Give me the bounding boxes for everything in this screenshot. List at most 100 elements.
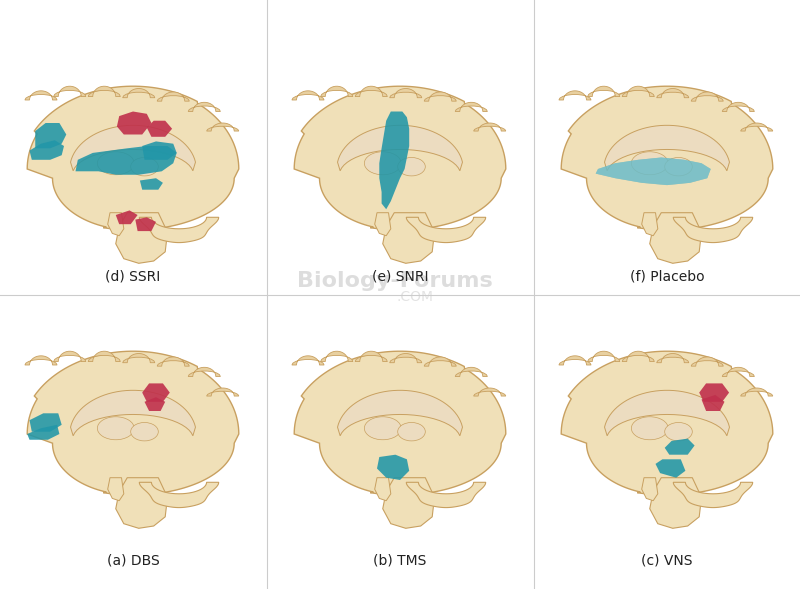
Polygon shape xyxy=(650,478,702,528)
Polygon shape xyxy=(25,91,57,100)
Polygon shape xyxy=(157,357,190,366)
Polygon shape xyxy=(642,213,658,236)
Text: (e) SNRI: (e) SNRI xyxy=(372,270,428,284)
Polygon shape xyxy=(147,121,172,137)
Polygon shape xyxy=(355,351,387,362)
Ellipse shape xyxy=(398,422,426,441)
Polygon shape xyxy=(562,351,773,495)
Polygon shape xyxy=(206,388,238,396)
Polygon shape xyxy=(741,123,773,131)
Polygon shape xyxy=(142,383,170,402)
Polygon shape xyxy=(30,140,64,160)
Polygon shape xyxy=(338,125,462,171)
Polygon shape xyxy=(622,86,654,97)
Polygon shape xyxy=(674,482,753,508)
Text: (b) TMS: (b) TMS xyxy=(374,553,426,567)
Polygon shape xyxy=(605,391,730,436)
Polygon shape xyxy=(70,391,195,436)
Polygon shape xyxy=(135,217,156,231)
Polygon shape xyxy=(145,397,165,411)
Polygon shape xyxy=(117,111,151,134)
Polygon shape xyxy=(642,478,658,501)
Polygon shape xyxy=(54,86,86,97)
Polygon shape xyxy=(657,353,689,363)
Polygon shape xyxy=(722,368,754,376)
Polygon shape xyxy=(674,217,753,243)
Ellipse shape xyxy=(631,417,668,440)
Polygon shape xyxy=(188,368,221,376)
Polygon shape xyxy=(588,86,620,97)
Ellipse shape xyxy=(665,157,692,176)
Polygon shape xyxy=(596,157,710,185)
Polygon shape xyxy=(382,478,434,528)
Polygon shape xyxy=(292,356,324,365)
Polygon shape xyxy=(474,123,506,131)
Ellipse shape xyxy=(398,157,426,176)
Polygon shape xyxy=(75,146,177,175)
Ellipse shape xyxy=(130,422,158,441)
Polygon shape xyxy=(140,178,163,190)
Polygon shape xyxy=(25,356,57,365)
Polygon shape xyxy=(108,213,124,236)
Polygon shape xyxy=(116,478,167,528)
Polygon shape xyxy=(562,86,773,230)
Polygon shape xyxy=(108,478,124,501)
Polygon shape xyxy=(35,123,66,148)
Polygon shape xyxy=(374,213,391,236)
Polygon shape xyxy=(691,357,723,366)
Polygon shape xyxy=(70,125,195,171)
Polygon shape xyxy=(406,217,486,243)
Ellipse shape xyxy=(364,417,401,440)
Polygon shape xyxy=(294,351,506,495)
Polygon shape xyxy=(292,91,324,100)
Polygon shape xyxy=(424,92,456,101)
Polygon shape xyxy=(27,351,239,495)
Polygon shape xyxy=(559,91,591,100)
Text: (f) Placebo: (f) Placebo xyxy=(630,270,704,284)
Polygon shape xyxy=(702,395,725,411)
Polygon shape xyxy=(655,459,686,478)
Polygon shape xyxy=(455,102,487,111)
Polygon shape xyxy=(27,86,239,230)
Polygon shape xyxy=(657,88,689,98)
Polygon shape xyxy=(390,353,422,363)
Polygon shape xyxy=(294,86,506,230)
Polygon shape xyxy=(382,213,434,263)
Polygon shape xyxy=(139,217,218,243)
Polygon shape xyxy=(374,478,391,501)
Polygon shape xyxy=(122,88,155,98)
Polygon shape xyxy=(559,356,591,365)
Polygon shape xyxy=(355,86,387,97)
Polygon shape xyxy=(321,351,353,362)
Text: (c) VNS: (c) VNS xyxy=(642,553,693,567)
Polygon shape xyxy=(116,210,138,224)
Polygon shape xyxy=(596,157,710,185)
Polygon shape xyxy=(142,141,177,160)
Polygon shape xyxy=(30,413,62,432)
Polygon shape xyxy=(188,102,221,111)
Polygon shape xyxy=(622,351,654,362)
Polygon shape xyxy=(139,482,218,508)
Polygon shape xyxy=(377,455,409,480)
Polygon shape xyxy=(390,88,422,98)
Polygon shape xyxy=(88,351,120,362)
Polygon shape xyxy=(691,92,723,101)
Text: (d) SSRI: (d) SSRI xyxy=(106,270,161,284)
Polygon shape xyxy=(741,388,773,396)
Polygon shape xyxy=(27,425,59,440)
Polygon shape xyxy=(157,92,190,101)
Polygon shape xyxy=(455,368,487,376)
Polygon shape xyxy=(605,125,730,171)
Ellipse shape xyxy=(364,152,401,175)
Polygon shape xyxy=(650,213,702,263)
Ellipse shape xyxy=(98,417,134,440)
Polygon shape xyxy=(424,357,456,366)
Ellipse shape xyxy=(665,422,692,441)
Polygon shape xyxy=(379,111,409,209)
Polygon shape xyxy=(116,213,167,263)
Polygon shape xyxy=(406,482,486,508)
Polygon shape xyxy=(665,439,694,455)
Ellipse shape xyxy=(631,152,668,175)
Polygon shape xyxy=(722,102,754,111)
Polygon shape xyxy=(88,86,120,97)
